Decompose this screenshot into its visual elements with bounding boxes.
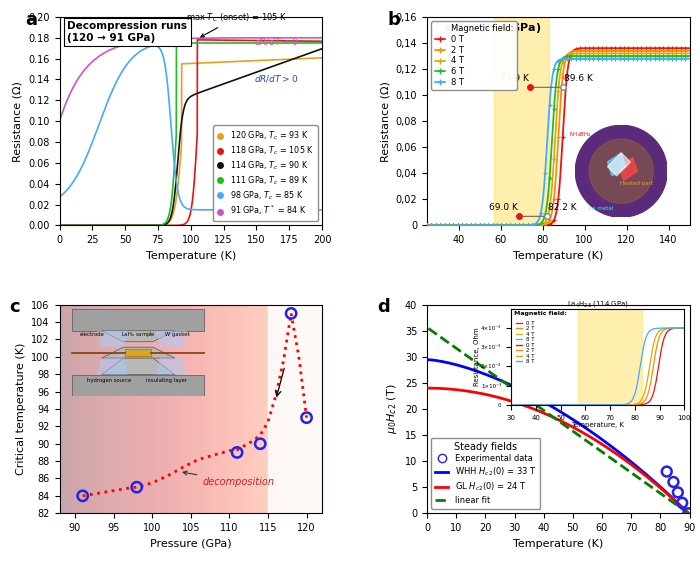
Bar (268, 305, 322, 513)
Text: d: d (377, 298, 390, 316)
X-axis label: Pressure (GPa): Pressure (GPa) (150, 539, 232, 549)
Point (682, 509, 694, 518)
Legend: 120 GPa, $T_c$ = 93 K, 118 GPa, $T_c$ = 105 K, 114 GPa, $T_c$ = 90 K, 111 GPa, $: 120 GPa, $T_c$ = 93 K, 118 GPa, $T_c$ = … (213, 125, 318, 222)
Point (672, 488, 683, 497)
Text: Decompression runs
(120 → 91 GPa): Decompression runs (120 → 91 GPa) (67, 21, 188, 43)
Text: a: a (25, 11, 37, 29)
Text: decomposition: decomposition (183, 471, 274, 487)
Text: 73.9 K: 73.9 K (500, 74, 528, 83)
Text: b: b (388, 11, 400, 29)
Point (301, 413, 312, 422)
Y-axis label: Critical temperature (K): Critical temperature (K) (15, 343, 26, 475)
Point (677, 499, 688, 508)
Text: max $T_C$ (onset) = 105 K: max $T_C$ (onset) = 105 K (186, 11, 288, 37)
X-axis label: Temperature (K): Temperature (K) (513, 251, 603, 261)
Point (286, 309, 297, 318)
Text: 82.2 K: 82.2 K (548, 203, 577, 212)
Point (232, 448, 243, 457)
Point (668, 478, 679, 487)
Text: 89.6 K: 89.6 K (564, 74, 593, 83)
Bar (494, 17, 549, 226)
X-axis label: Temperature (K): Temperature (K) (146, 251, 236, 261)
Legend: Experimental data, WHH $H_{c2}(0)$ = 33 T, GL $H_{c2}(0)$ = 24 T, linear fit: Experimental data, WHH $H_{c2}(0)$ = 33 … (431, 438, 540, 509)
Point (77, 491, 88, 500)
Text: 69.0 K: 69.0 K (489, 203, 518, 212)
Y-axis label: Resistance (Ω): Resistance (Ω) (13, 81, 22, 162)
Point (255, 439, 266, 448)
Text: c: c (10, 298, 20, 316)
Text: $dR/dT < 0$: $dR/dT < 0$ (253, 36, 298, 46)
Text: La$_4$H$_{23}$ (114 GPa): La$_4$H$_{23}$ (114 GPa) (435, 21, 541, 35)
Legend: Magnetic field:, 0 T, 2 T, 4 T, 6 T, 8 T: Magnetic field:, 0 T, 2 T, 4 T, 6 T, 8 T (431, 21, 517, 90)
Text: $dR/dT > 0$: $dR/dT > 0$ (253, 73, 298, 84)
Y-axis label: $\mu_0 H_{c2}$ (T): $\mu_0 H_{c2}$ (T) (385, 384, 399, 434)
X-axis label: Temperature (K): Temperature (K) (513, 539, 603, 549)
Point (131, 483, 142, 492)
Point (661, 467, 672, 476)
Y-axis label: Resistance (Ω): Resistance (Ω) (380, 81, 390, 162)
